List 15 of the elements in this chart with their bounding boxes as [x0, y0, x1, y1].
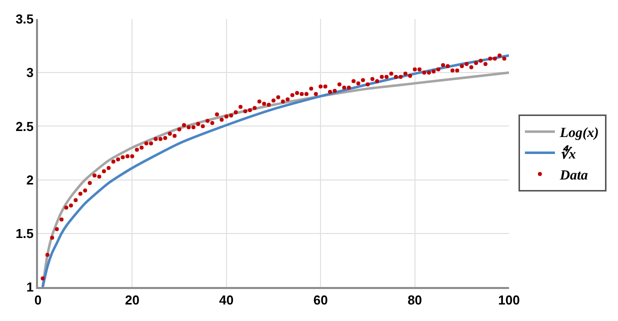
- y-tick-label: 2: [26, 172, 34, 188]
- y-tick-label: 2.5: [16, 118, 34, 134]
- legend-label: Data: [558, 168, 588, 184]
- x-tick-label: 20: [124, 292, 140, 308]
- x-tick-label: 40: [219, 292, 234, 308]
- legend-label: ∜x: [560, 144, 576, 162]
- y-tick-label: 1: [26, 280, 34, 295]
- legend-label: Log(x): [558, 126, 599, 142]
- x-tick-label: 0: [34, 292, 42, 308]
- y-tick-label: 3: [26, 65, 34, 80]
- x-tick-label: 100: [498, 292, 520, 308]
- x-tick-label: 60: [313, 292, 328, 308]
- x-tick-label: 80: [408, 292, 422, 308]
- y-tick-label: 3.5: [16, 12, 34, 27]
- y-tick-label: 1.5: [16, 226, 34, 241]
